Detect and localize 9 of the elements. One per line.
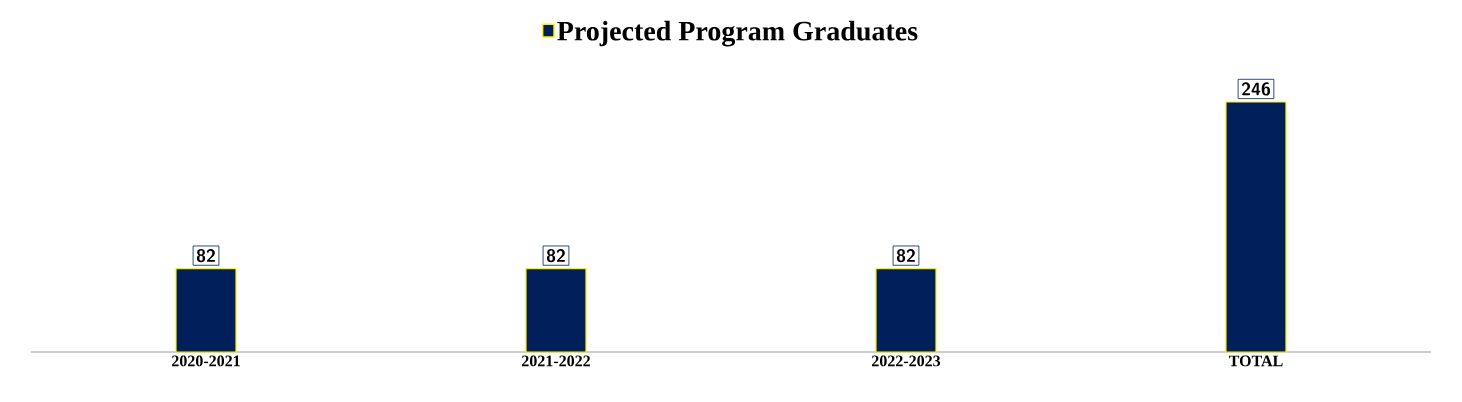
x-tick-label: 2022-2023: [872, 355, 941, 367]
data-label: 246: [1241, 82, 1270, 96]
x-tick-label: 2021-2022: [522, 355, 590, 367]
x-tick-label: TOTAL: [1228, 355, 1283, 367]
data-label: 82: [546, 248, 565, 263]
data-label: 82: [896, 248, 915, 263]
x-tick-label: 2020-2021: [172, 355, 240, 367]
legend-label: Projected Program Graduates: [557, 20, 918, 47]
data-label: 82: [196, 248, 215, 263]
